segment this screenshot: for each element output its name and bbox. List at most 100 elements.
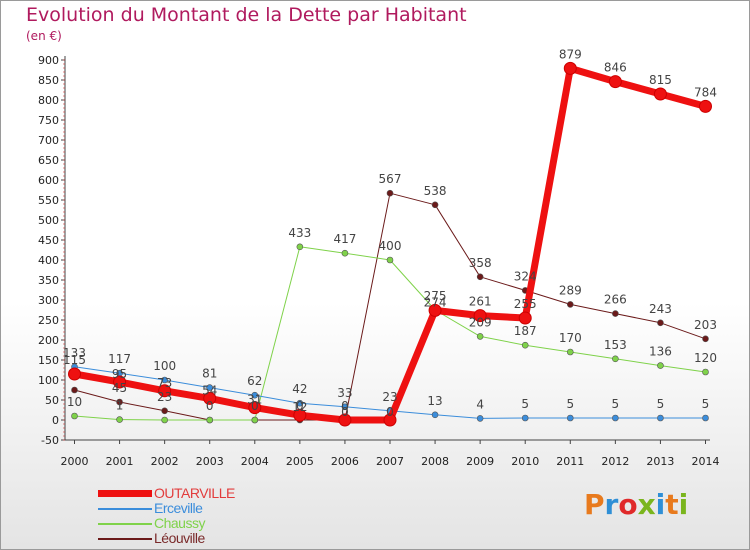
data-label-erceville: 5	[612, 397, 620, 411]
data-label-erceville: 5	[566, 397, 574, 411]
data-point-outarville	[473, 309, 487, 323]
data-label-outarville: 54	[202, 383, 217, 397]
y-tick-label: 250	[38, 314, 59, 327]
y-tick-label: 550	[38, 194, 59, 207]
x-tick-label: 2010	[511, 455, 539, 468]
data-point-chaussy	[251, 416, 259, 424]
legend-swatch	[98, 538, 152, 540]
data-point-outarville	[338, 413, 352, 427]
data-label-erceville: 23	[382, 390, 397, 404]
data-point-erceville	[612, 414, 619, 422]
data-point-outarville	[608, 75, 622, 89]
data-label-outarville: 12	[292, 400, 307, 414]
y-tick-label: 350	[38, 274, 59, 287]
data-label-léouville: 567	[379, 172, 402, 186]
data-label-léouville: 23	[157, 390, 172, 404]
y-tick-label: 0	[52, 414, 59, 427]
legend-label: Chaussy	[154, 515, 205, 531]
data-point-outarville	[563, 61, 577, 75]
data-label-outarville: 784	[694, 85, 717, 99]
data-point-erceville	[431, 411, 439, 419]
data-label-chaussy: 400	[379, 239, 402, 253]
data-label-erceville: 13	[427, 394, 442, 408]
data-point-outarville	[428, 303, 442, 317]
data-label-outarville: 274	[424, 295, 447, 309]
data-point-léouville	[71, 386, 78, 394]
data-label-léouville: 0	[341, 399, 349, 413]
data-point-outarville	[158, 384, 172, 398]
y-tick-label: -50	[41, 434, 59, 447]
logo-letter: i	[655, 488, 666, 521]
data-point-erceville	[657, 414, 664, 422]
x-tick-label: 2013	[646, 455, 674, 468]
legend-label: Léouville	[154, 530, 205, 546]
data-label-erceville: 5	[521, 397, 529, 411]
data-point-outarville	[293, 408, 307, 422]
data-point-léouville	[657, 319, 664, 327]
data-point-erceville	[476, 415, 484, 422]
data-label-léouville: 243	[649, 302, 672, 316]
data-label-chaussy: 170	[559, 331, 582, 345]
data-point-outarville	[113, 375, 127, 389]
logo-letter: x	[637, 488, 656, 521]
legend-label: OUTARVILLE	[154, 485, 235, 501]
data-label-outarville: 0	[386, 405, 394, 419]
x-tick-label: 2012	[601, 455, 629, 468]
logo-letter: r	[604, 488, 619, 521]
data-label-chaussy: 209	[469, 315, 492, 329]
data-point-léouville	[476, 273, 484, 281]
data-label-chaussy: 417	[333, 232, 356, 246]
y-tick-label: 500	[38, 214, 59, 227]
data-label-léouville: 0	[251, 399, 259, 413]
x-tick-label: 2009	[466, 455, 494, 468]
legend-swatch	[98, 490, 152, 497]
data-label-chaussy: 120	[694, 351, 717, 365]
y-tick-label: 400	[38, 254, 59, 267]
data-point-léouville	[431, 201, 439, 209]
legend-label: Erceville	[154, 500, 203, 516]
data-label-outarville: 0	[341, 405, 349, 419]
data-label-chaussy: 136	[649, 345, 672, 359]
data-label-outarville: 31	[247, 393, 262, 407]
data-point-chaussy	[702, 368, 709, 376]
data-label-léouville: 358	[469, 256, 492, 270]
data-label-chaussy: 433	[288, 226, 311, 240]
data-label-léouville: 0	[206, 399, 214, 413]
data-label-outarville: 815	[649, 73, 672, 87]
data-label-erceville: 62	[247, 374, 262, 388]
data-label-erceville: 5	[657, 397, 665, 411]
data-label-léouville: 203	[694, 318, 717, 332]
data-label-chaussy: 153	[604, 338, 627, 352]
data-label-léouville: 324	[514, 269, 537, 283]
x-tick-label: 2003	[196, 455, 224, 468]
data-label-outarville: 115	[63, 353, 86, 367]
x-tick-label: 2014	[692, 455, 720, 468]
logo-letter: P	[584, 488, 605, 521]
y-tick-label: 100	[38, 374, 59, 387]
chart-subtitle: (en €)	[26, 29, 62, 43]
y-tick-label: 450	[38, 234, 59, 247]
y-tick-label: 300	[38, 294, 59, 307]
logo-letter: i	[678, 488, 689, 521]
data-point-léouville	[612, 310, 619, 317]
data-label-chaussy: 187	[514, 324, 537, 338]
data-point-chaussy	[206, 416, 214, 424]
data-label-chaussy: 1	[116, 399, 124, 413]
chart-title: Evolution du Montant de la Dette par Hab…	[26, 4, 467, 26]
data-label-outarville: 73	[157, 376, 172, 390]
x-tick-label: 2007	[376, 455, 404, 468]
x-tick-label: 2011	[556, 455, 584, 468]
data-label-léouville: 538	[424, 184, 447, 198]
data-point-outarville	[653, 87, 667, 101]
data-point-chaussy	[566, 348, 574, 356]
data-point-chaussy	[476, 333, 484, 340]
data-point-erceville	[566, 414, 574, 422]
data-label-erceville: 81	[202, 367, 217, 381]
y-tick-label: 50	[45, 394, 59, 407]
data-label-outarville: 255	[514, 297, 537, 311]
y-tick-label: 600	[38, 174, 59, 187]
data-label-erceville: 33	[337, 386, 352, 400]
data-point-erceville	[341, 403, 349, 411]
data-point-outarville	[68, 367, 81, 381]
